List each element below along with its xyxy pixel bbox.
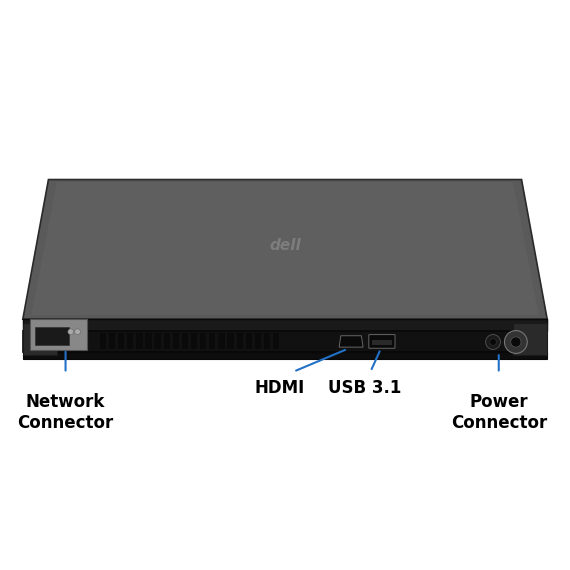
Bar xyxy=(209,333,215,349)
Bar xyxy=(109,333,115,349)
Bar xyxy=(237,333,243,349)
Bar xyxy=(273,333,279,349)
Text: Power
Connector: Power Connector xyxy=(451,393,547,432)
Bar xyxy=(127,333,133,349)
Circle shape xyxy=(511,337,521,347)
Bar xyxy=(227,333,234,349)
Bar xyxy=(100,333,106,349)
Text: HDMI: HDMI xyxy=(254,379,304,397)
Text: dell: dell xyxy=(269,238,301,253)
Bar xyxy=(23,323,57,355)
Bar xyxy=(372,340,392,344)
Bar xyxy=(118,333,124,349)
Bar xyxy=(513,323,547,355)
Bar xyxy=(255,333,261,349)
Bar xyxy=(154,333,161,349)
Bar xyxy=(191,333,197,349)
Circle shape xyxy=(490,339,496,345)
Polygon shape xyxy=(339,336,363,347)
Bar xyxy=(218,333,225,349)
Bar xyxy=(200,333,206,349)
FancyBboxPatch shape xyxy=(30,319,87,350)
FancyBboxPatch shape xyxy=(35,327,69,345)
Bar xyxy=(264,333,270,349)
Text: Network
Connector: Network Connector xyxy=(18,393,113,432)
Bar xyxy=(136,333,142,349)
Bar xyxy=(246,333,252,349)
Polygon shape xyxy=(31,182,539,315)
Bar xyxy=(23,352,547,359)
Bar xyxy=(23,331,547,352)
Circle shape xyxy=(486,335,500,349)
Circle shape xyxy=(504,331,527,353)
FancyBboxPatch shape xyxy=(369,335,395,348)
Circle shape xyxy=(68,329,74,335)
Bar xyxy=(182,333,188,349)
Polygon shape xyxy=(23,180,547,319)
Polygon shape xyxy=(23,319,547,325)
Bar xyxy=(145,333,152,349)
Circle shape xyxy=(75,329,80,335)
Bar xyxy=(173,333,179,349)
Bar xyxy=(164,333,170,349)
Bar xyxy=(23,319,547,331)
Text: USB 3.1: USB 3.1 xyxy=(328,379,401,397)
